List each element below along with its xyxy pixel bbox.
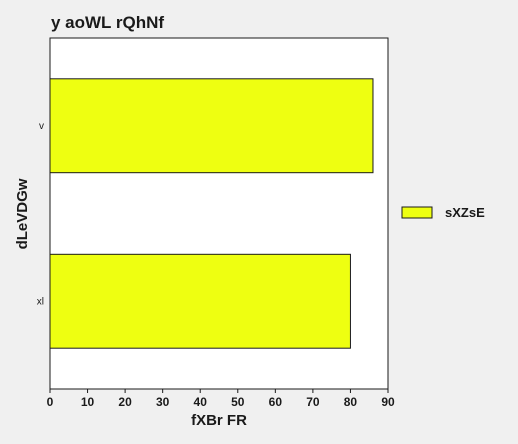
x-tick-label: 0 bbox=[47, 395, 54, 409]
bar-group bbox=[49, 78, 374, 349]
x-tick-label: 20 bbox=[118, 395, 132, 409]
x-tick-label: 80 bbox=[344, 395, 358, 409]
legend-swatch bbox=[401, 206, 433, 219]
x-tick-label: 60 bbox=[269, 395, 283, 409]
y-tick-label: v bbox=[39, 121, 44, 132]
x-tick-label: 90 bbox=[381, 395, 395, 409]
x-axis-label: fXBr FR bbox=[191, 412, 247, 429]
x-tick-label: 70 bbox=[306, 395, 320, 409]
legend-label: sXZsE bbox=[445, 205, 485, 220]
x-tick-label: 50 bbox=[231, 395, 245, 409]
x-tick-label: 10 bbox=[81, 395, 95, 409]
x-axis-ticks: 0 10 20 30 40 50 60 70 80 90 bbox=[47, 389, 395, 409]
legend: sXZsE bbox=[401, 205, 485, 220]
x-tick-label: 40 bbox=[194, 395, 208, 409]
y-axis-label: dLeVDGw bbox=[14, 178, 31, 249]
x-tick-label: 30 bbox=[156, 395, 170, 409]
bar-xl bbox=[49, 253, 351, 349]
y-tick-label: xl bbox=[37, 296, 44, 307]
y-axis-ticks: v xl bbox=[37, 121, 44, 308]
chart-title: y aoWL rQhNf bbox=[51, 13, 164, 32]
bar-v bbox=[49, 78, 374, 174]
